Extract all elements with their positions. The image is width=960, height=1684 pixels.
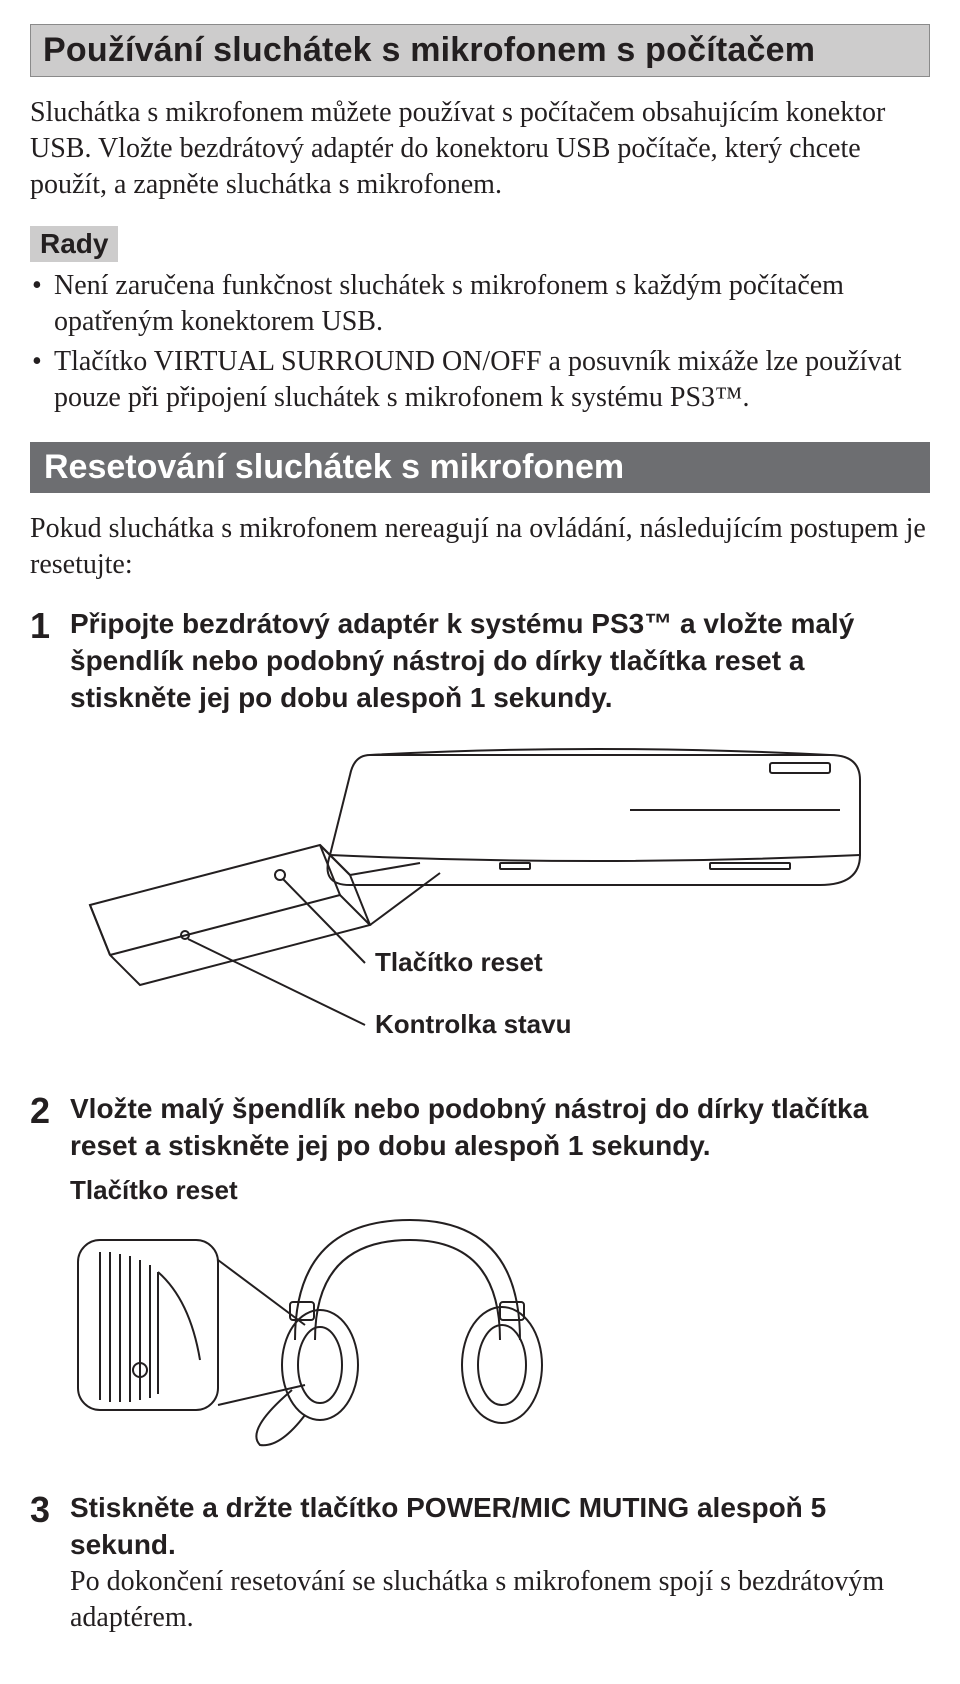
step-number: 1	[30, 606, 56, 644]
illustration-reset-headset	[70, 1210, 930, 1460]
tip-item: Není zaručena funkčnost sluchátek s mikr…	[30, 268, 930, 340]
callout-reset-button: Tlačítko reset	[375, 947, 543, 977]
section1-title: Používání sluchátek s mikrofonem s počít…	[30, 24, 930, 77]
step-text: Vložte malý špendlík nebo podobný nástro…	[70, 1091, 930, 1165]
step-2: 2 Vložte malý špendlík nebo podobný nást…	[30, 1091, 930, 1165]
tips-list: Není zaručena funkčnost sluchátek s mikr…	[30, 268, 930, 415]
diagram-headset-icon	[70, 1210, 590, 1460]
step-number: 2	[30, 1091, 56, 1129]
callout-status-led: Kontrolka stavu	[375, 1009, 572, 1039]
tips-label: Rady	[30, 226, 118, 262]
step-number: 3	[30, 1490, 56, 1528]
illustration-adapter-console: Tlačítko reset Kontrolka stavu	[70, 735, 930, 1065]
step-subtext: Po dokončení resetování se sluchátka s m…	[70, 1564, 930, 1636]
step-text: Stiskněte a držte tlačítko POWER/MIC MUT…	[70, 1490, 930, 1564]
diagram-console-icon: Tlačítko reset Kontrolka stavu	[70, 735, 900, 1065]
step-1: 1 Připojte bezdrátový adaptér k systému …	[30, 606, 930, 717]
section2-intro: Pokud sluchátka s mikrofonem nereagují n…	[30, 511, 930, 583]
step-text: Připojte bezdrátový adaptér k systému PS…	[70, 606, 930, 717]
section1-intro: Sluchátka s mikrofonem můžete používat s…	[30, 95, 930, 202]
section2-title: Resetování sluchátek s mikrofonem	[30, 442, 930, 493]
step-3: 3 Stiskněte a držte tlačítko POWER/MIC M…	[30, 1490, 930, 1636]
tip-item: Tlačítko VIRTUAL SURROUND ON/OFF a posuv…	[30, 344, 930, 416]
callout-reset-button-2: Tlačítko reset	[70, 1175, 238, 1205]
